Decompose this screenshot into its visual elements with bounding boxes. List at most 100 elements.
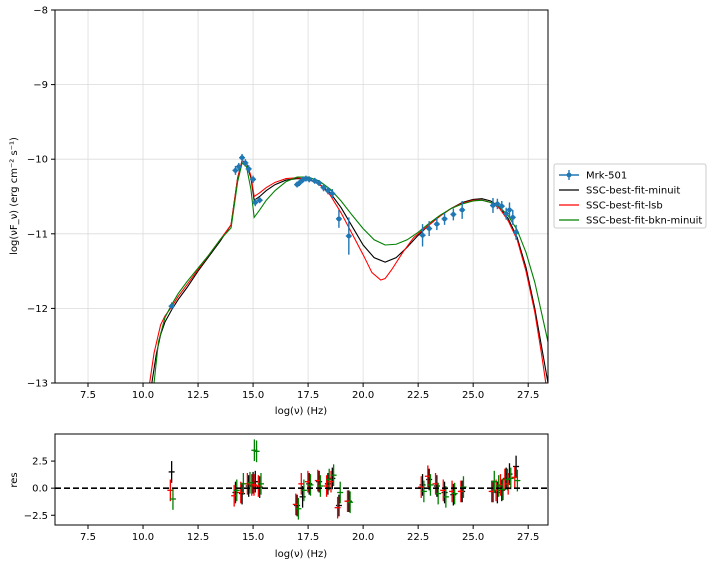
data-point bbox=[426, 221, 433, 237]
y-axis-label: log(νF_ν) (erg cm⁻² s⁻¹) bbox=[9, 137, 20, 255]
residual-point bbox=[330, 464, 337, 486]
x-tick-label: 22.5 bbox=[407, 390, 429, 401]
residual-point bbox=[245, 475, 252, 497]
data-point bbox=[252, 198, 259, 207]
residual-point bbox=[347, 491, 354, 514]
residual-point bbox=[232, 481, 239, 504]
data-point bbox=[320, 183, 327, 192]
y-tick-label: 0.0 bbox=[32, 484, 48, 495]
residual-point bbox=[491, 470, 498, 493]
x-tick-label: 25.0 bbox=[462, 532, 484, 543]
legend-item: SSC-best-fit-minuit bbox=[559, 186, 680, 197]
x-tick-label: 7.5 bbox=[80, 390, 96, 401]
residual-x-axis-label: log(ν) (Hz) bbox=[275, 549, 327, 560]
residual-points bbox=[167, 439, 521, 520]
data-point bbox=[242, 159, 249, 167]
x-tick-label: 25.0 bbox=[462, 390, 484, 401]
data-point bbox=[256, 197, 263, 204]
data-point bbox=[306, 176, 313, 183]
residual-point bbox=[294, 494, 301, 517]
residual-panel: 7.5 10.0 12.5 15.0 17.5 20.0 22.5 25.0 27.5 −2.5… bbox=[9, 433, 549, 560]
data-point bbox=[168, 302, 175, 310]
residual-point bbox=[427, 474, 434, 496]
data-point bbox=[494, 198, 501, 210]
plot-frame bbox=[54, 9, 549, 384]
data-points bbox=[168, 153, 520, 310]
data-point bbox=[503, 207, 510, 220]
x-tick-label: 22.5 bbox=[407, 532, 429, 543]
y-tick-label: −13 bbox=[27, 379, 48, 390]
y-tick-label: −9 bbox=[33, 80, 48, 91]
residual-point bbox=[246, 471, 253, 494]
data-point bbox=[498, 200, 505, 212]
residual-point bbox=[451, 482, 458, 505]
x-tick-label: 17.5 bbox=[297, 390, 319, 401]
residual-frame bbox=[54, 433, 549, 526]
y-tick-label: 2.5 bbox=[32, 457, 48, 468]
legend-item: SSC-best-fit-bkn-minuit bbox=[559, 216, 702, 227]
x-tick-label: 27.5 bbox=[517, 390, 539, 401]
x-axis-label: log(ν) (Hz) bbox=[275, 406, 327, 417]
legend-label: SSC-best-fit-lsb bbox=[586, 201, 663, 212]
x-tick-label: 27.5 bbox=[517, 532, 539, 543]
legend-item: Mrk-501 bbox=[559, 170, 627, 182]
x-tick-label: 12.5 bbox=[187, 532, 209, 543]
residual-point bbox=[504, 468, 511, 491]
residual-point bbox=[299, 486, 306, 508]
grid-lines bbox=[55, 9, 548, 384]
residual-point bbox=[498, 479, 505, 502]
x-tick-label: 12.5 bbox=[187, 390, 209, 401]
sed-panel: 7.5 10.0 12.5 15.0 17.5 20.0 22.5 25.0 27.5 −13 −… bbox=[9, 6, 549, 417]
y-tick-label: −8 bbox=[33, 6, 48, 17]
data-point bbox=[250, 175, 257, 184]
residual-point bbox=[240, 473, 247, 495]
data-point bbox=[335, 209, 342, 228]
data-point bbox=[509, 209, 516, 225]
data-point bbox=[239, 153, 246, 162]
residual-point bbox=[257, 473, 264, 495]
legend-label: Mrk-501 bbox=[586, 171, 627, 182]
residual-point bbox=[460, 476, 467, 498]
x-tick-label: 17.5 bbox=[297, 532, 319, 543]
residual-point bbox=[337, 481, 344, 504]
x-tick-label: 15.0 bbox=[242, 532, 264, 543]
legend-label: SSC-best-fit-bkn-minuit bbox=[586, 216, 702, 227]
data-point bbox=[296, 180, 303, 187]
residual-point bbox=[426, 468, 433, 491]
data-point bbox=[316, 180, 323, 187]
residual-point bbox=[253, 440, 260, 463]
data-point bbox=[441, 212, 448, 225]
residual-point bbox=[513, 455, 520, 478]
residual-point bbox=[250, 474, 257, 496]
residual-point bbox=[256, 476, 263, 498]
residual-y-axis-label: res bbox=[9, 472, 20, 487]
x-tick-label: 7.5 bbox=[80, 532, 96, 543]
x-tick-label: 10.0 bbox=[132, 390, 154, 401]
residual-point bbox=[335, 494, 342, 517]
data-point bbox=[235, 162, 242, 171]
data-point bbox=[459, 200, 466, 219]
data-point bbox=[506, 202, 513, 218]
x-tick-label: 15.0 bbox=[242, 390, 264, 401]
residual-point bbox=[435, 482, 442, 505]
residual-point bbox=[233, 479, 240, 502]
residual-point bbox=[334, 496, 341, 519]
data-point bbox=[232, 165, 239, 175]
residual-point bbox=[326, 468, 333, 491]
data-point bbox=[450, 208, 457, 221]
residual-point bbox=[239, 482, 246, 505]
residual-point bbox=[306, 473, 313, 495]
legend-item: SSC-best-fit-lsb bbox=[559, 201, 663, 212]
residual-point bbox=[307, 474, 314, 496]
x-tick-label: 20.0 bbox=[352, 390, 374, 401]
data-point bbox=[345, 217, 352, 255]
x-axis-ticks: 7.5 10.0 12.5 15.0 17.5 20.0 22.5 25.0 27.5 bbox=[80, 383, 539, 401]
data-point bbox=[489, 197, 496, 213]
y-tick-label: −2.5 bbox=[24, 511, 48, 522]
residual-point bbox=[441, 481, 448, 504]
residual-point bbox=[329, 467, 336, 490]
data-point bbox=[329, 189, 336, 198]
x-tick-label: 20.0 bbox=[352, 532, 374, 543]
residual-x-axis-ticks: 7.5 10.0 12.5 15.0 17.5 20.0 22.5 25.0 27.5 bbox=[80, 525, 539, 543]
y-tick-label: −12 bbox=[27, 304, 48, 315]
